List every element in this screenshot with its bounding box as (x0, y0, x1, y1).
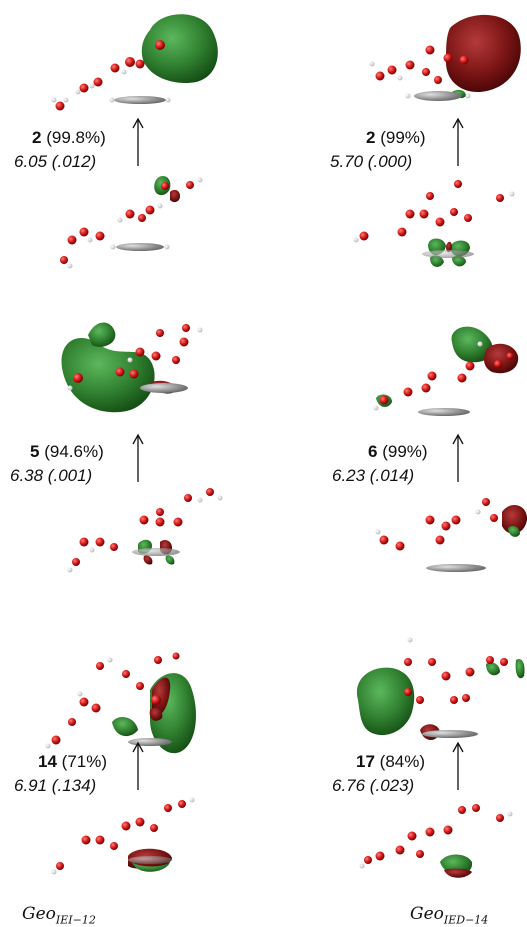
molecule-left-1-ground (60, 176, 203, 269)
state-number: 6 (368, 442, 378, 461)
arrow-right-3 (452, 741, 464, 790)
energy-label-left-1: 6.05 (.012) (14, 152, 97, 171)
state-number: 17 (356, 752, 375, 771)
state-weight: (84%) (379, 752, 426, 771)
state-weight: (94.6%) (44, 442, 104, 461)
energy-label-right-1: 5.70 (.000) (330, 152, 413, 171)
benzene (109, 96, 171, 104)
state-number: 2 (366, 128, 376, 147)
transition-label-left-1: 2 (99.8%) (32, 128, 106, 148)
caption-right: GeoIED−14 (410, 904, 488, 926)
state-number: 2 (32, 128, 42, 147)
state-weight: (99%) (382, 442, 428, 461)
state-weight: (99%) (380, 128, 426, 147)
arrow-left-2 (132, 433, 144, 482)
transition-label-left-2: 5 (94.6%) (30, 442, 104, 462)
water-cluster (51, 40, 165, 111)
arrow-right-2 (452, 433, 464, 482)
caption-left: GeoIEI−12 (22, 904, 96, 926)
caption-main: Geo (22, 904, 56, 924)
arrow-right-1 (452, 117, 464, 166)
transition-label-right-1: 2 (99%) (366, 128, 426, 148)
arrow-left-1 (132, 117, 144, 166)
caption-main: Geo (410, 904, 444, 924)
transition-arrows (132, 117, 464, 790)
molecule-right-3-excited (356, 637, 525, 740)
energy-label-left-2: 6.38 (.001) (10, 466, 93, 485)
state-number: 5 (30, 442, 40, 461)
molecule-right-1-excited (369, 14, 521, 101)
molecule-left-3-ground (51, 797, 195, 875)
state-number: 14 (38, 752, 57, 771)
state-weight: (71%) (61, 752, 108, 771)
caption-subscript: IEI−12 (55, 913, 96, 927)
orbital-lobe-positive (141, 14, 218, 84)
molecule-right-1-ground (353, 180, 515, 267)
state-weight: (99.8%) (46, 128, 106, 147)
transition-label-left-3: 14 (71%) (38, 752, 107, 772)
molecule-right-2-ground (375, 498, 527, 572)
molecule-right-2-excited (373, 326, 519, 416)
molecule-right-3-ground (359, 804, 513, 878)
molecule-left-2-excited (61, 322, 203, 413)
transition-label-right-2: 6 (99%) (368, 442, 428, 462)
transition-label-right-3: 17 (84%) (356, 752, 425, 772)
energy-label-right-3: 6.76 (.023) (332, 776, 415, 795)
molecule-left-1-excited (51, 14, 218, 111)
caption-subscript: IED−14 (443, 913, 489, 927)
energy-label-left-3: 6.91 (.134) (14, 776, 97, 795)
molecule-left-2-ground (67, 488, 223, 573)
arrow-left-3 (132, 741, 144, 790)
molecule-left-3-excited (45, 652, 196, 754)
energy-label-right-2: 6.23 (.014) (332, 466, 415, 485)
